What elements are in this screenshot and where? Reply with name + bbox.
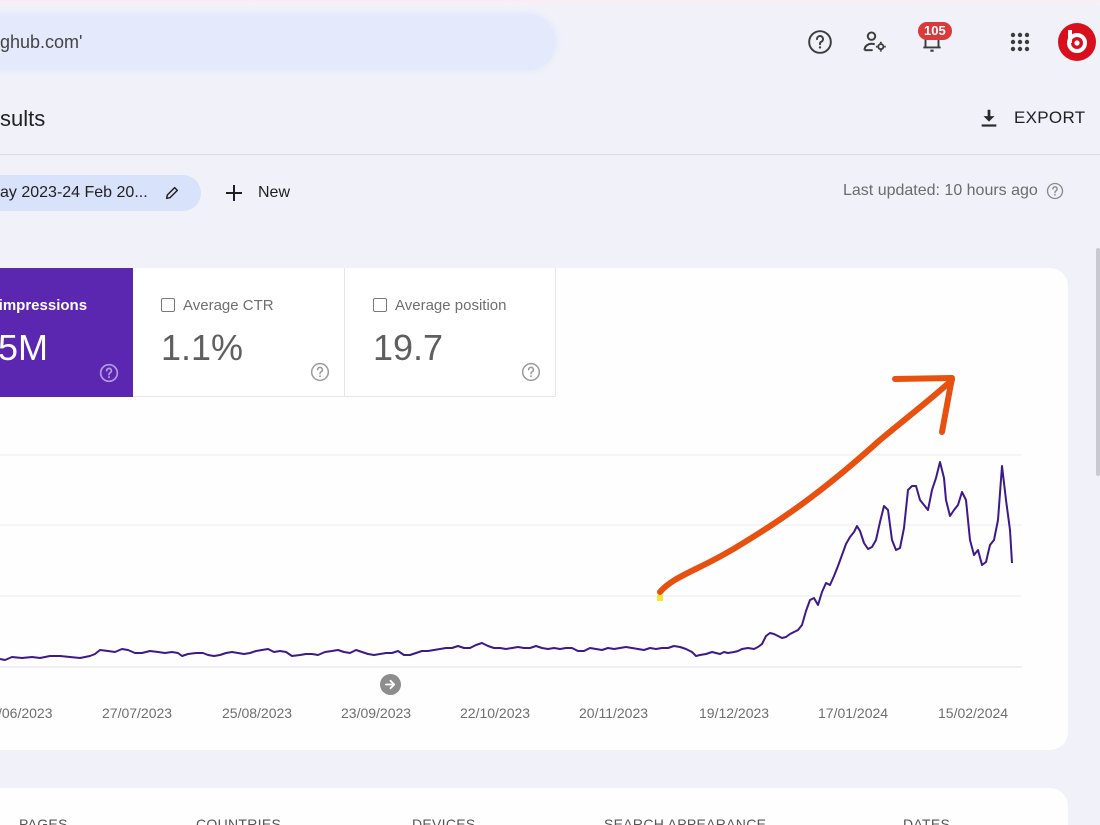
dimensions-table-card: [0, 788, 1068, 825]
metric-average-position[interactable]: Average position 19.7: [345, 268, 556, 397]
metric-label: Average CTR: [161, 296, 344, 314]
chart-x-axis: /06/2023 27/07/2023 25/08/2023 23/09/202…: [0, 705, 1100, 723]
search-bar[interactable]: ghub.com': [0, 14, 556, 70]
metric-value: 19.7: [373, 327, 444, 368]
x-axis-label: 15/02/2024: [938, 705, 1009, 721]
arrow-right-icon: [384, 679, 396, 690]
header-divider: [0, 154, 1100, 155]
help-icon[interactable]: [806, 28, 834, 56]
export-label: EXPORT: [1014, 108, 1086, 127]
tab-search-appearance[interactable]: SEARCH APPEARANCE: [604, 816, 767, 825]
metric-average-ctr[interactable]: Average CTR 1.1%: [133, 268, 345, 397]
new-filter-button[interactable]: New: [224, 178, 290, 208]
top-strip: [0, 0, 1100, 6]
tab-devices[interactable]: DEVICES: [412, 816, 476, 825]
annotation-start-dot: [657, 595, 663, 601]
x-axis-label: 17/01/2024: [818, 705, 889, 721]
search-input-text[interactable]: ghub.com': [0, 31, 83, 52]
last-updated-info: Last updated: 10 hours ago: [843, 182, 1064, 200]
date-range-label: ay 2023-24 Feb 20...: [0, 184, 148, 201]
plus-icon: [226, 185, 242, 201]
position-checkbox[interactable]: [373, 298, 387, 312]
apps-grid-icon[interactable]: [1006, 28, 1034, 56]
x-axis-label: 25/08/2023: [222, 705, 293, 721]
chart-gridlines: [0, 454, 1022, 668]
help-circle-icon[interactable]: [521, 362, 541, 382]
page-scrollbar[interactable]: [1096, 248, 1100, 476]
download-icon: [981, 109, 997, 127]
x-axis-label: 20/11/2023: [579, 705, 649, 721]
beats-logo-icon: [1067, 30, 1087, 53]
metric-label: al impressions: [0, 296, 88, 314]
page-title: sults: [0, 106, 46, 131]
help-circle-icon[interactable]: [99, 363, 119, 383]
help-circle-icon[interactable]: [1046, 182, 1064, 200]
tab-dates[interactable]: DATES: [903, 816, 951, 825]
x-axis-label: 23/09/2023: [341, 705, 412, 721]
notification-count-badge: 105: [918, 22, 952, 40]
edit-pencil-icon[interactable]: [164, 185, 180, 201]
export-button[interactable]: EXPORT: [978, 104, 1085, 132]
chart-annotation-arrow-button[interactable]: [380, 674, 401, 695]
tab-countries[interactable]: COUNTRIES: [196, 816, 282, 825]
tab-pages[interactable]: PAGES: [19, 816, 68, 825]
manage-accounts-icon[interactable]: [861, 28, 889, 56]
new-filter-label: New: [258, 184, 291, 201]
metric-value: 1.1%: [161, 327, 244, 368]
ctr-checkbox[interactable]: [161, 298, 175, 312]
metric-label: Average position: [373, 296, 555, 314]
x-axis-label: /06/2023: [0, 705, 53, 721]
metric-total-impressions[interactable]: al impressions 45M: [0, 268, 133, 397]
date-range-filter-chip[interactable]: ay 2023-24 Feb 20...: [0, 175, 201, 211]
x-axis-label: 27/07/2023: [102, 705, 173, 721]
avatar[interactable]: [1058, 23, 1096, 61]
metric-value: 45M: [0, 327, 49, 368]
last-updated-text: Last updated: 10 hours ago: [843, 182, 1038, 199]
x-axis-label: 19/12/2023: [699, 705, 770, 721]
annotation-arrow-icon: [657, 375, 955, 595]
impressions-series-line: [0, 461, 1013, 661]
x-axis-label: 22/10/2023: [460, 705, 531, 721]
help-circle-icon[interactable]: [310, 362, 330, 382]
